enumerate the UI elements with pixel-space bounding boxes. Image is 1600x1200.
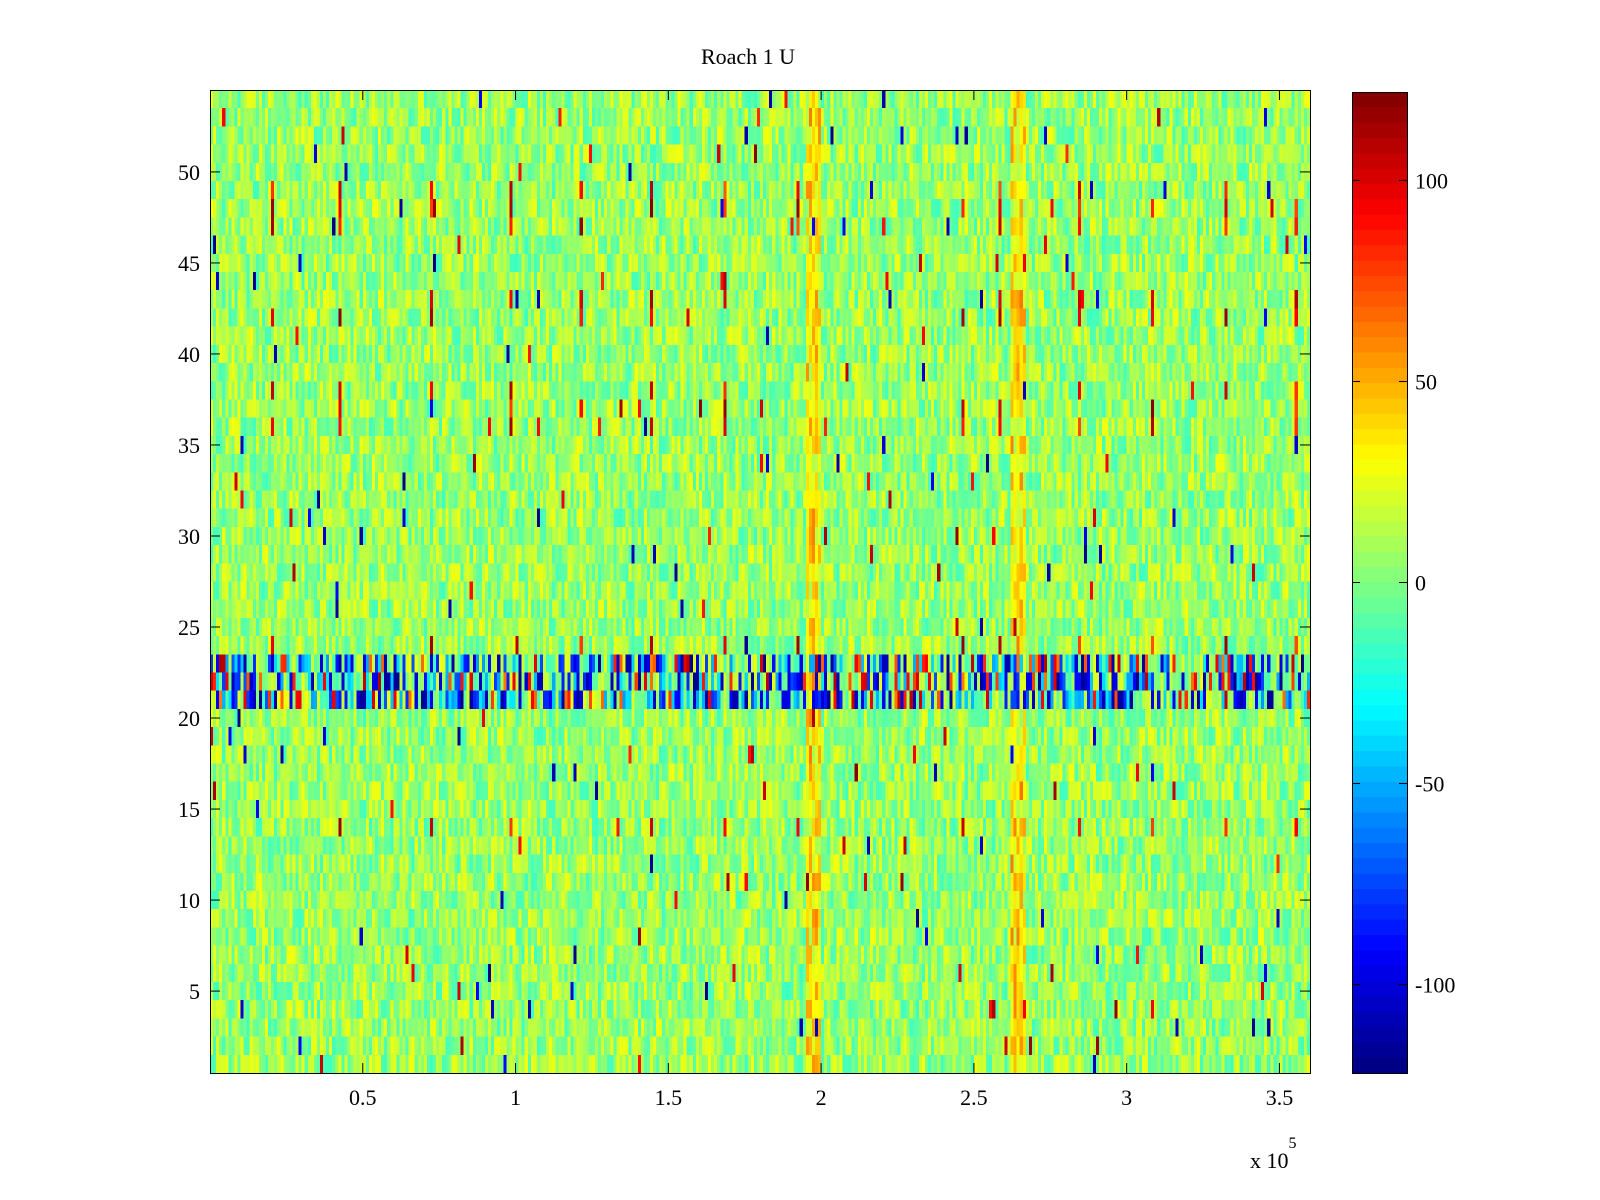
y-tick-label: 30 [178,524,200,549]
colorbar-swatch [1352,306,1407,323]
colorbar-tick-label: 100 [1415,168,1448,193]
plot-frame [210,90,1311,1074]
colorbar-swatch [1352,153,1407,170]
colorbar-swatch [1352,505,1407,522]
colorbar [1352,92,1407,1074]
colorbar-swatch [1352,827,1407,844]
colorbar-swatch [1352,260,1407,277]
colorbar-swatch [1352,168,1407,185]
colorbar-swatch [1352,413,1407,430]
colorbar-swatch [1352,919,1407,936]
colorbar-swatch [1352,352,1407,369]
x-tick-label: 2.5 [960,1085,988,1110]
heatmap-plot-area [210,90,1310,1073]
colorbar-swatch [1352,751,1407,768]
colorbar-swatch [1352,735,1407,752]
colorbar-swatch [1352,490,1407,507]
colorbar-swatch [1352,321,1407,338]
y-tick-label: 5 [189,979,200,1004]
colorbar-tick-label: -50 [1415,772,1444,797]
heatmap-image [210,90,1310,1073]
y-tick-label: 10 [178,888,200,913]
colorbar-swatch [1352,582,1407,599]
y-axis: 5 10 15 20 25 30 35 40 45 50 [178,160,1310,1004]
colorbar-swatch [1352,981,1407,997]
colorbar-swatch [1352,889,1407,905]
colorbar-swatch [1352,965,1407,982]
y-tick-label: 20 [178,706,200,731]
colorbar-swatch [1352,383,1407,400]
x-tick-label: 2 [816,1085,827,1110]
colorbar-swatch [1352,659,1407,676]
x-tick-label: 0.5 [349,1085,377,1110]
x-tick-label: 3 [1121,1085,1132,1110]
x-axis-exponent-label: x 105 [1250,1135,1297,1173]
colorbar-swatch [1352,199,1407,216]
colorbar-swatch [1352,551,1407,568]
colorbar-swatch [1352,812,1407,829]
colorbar-swatch [1352,245,1407,262]
colorbar-swatch [1352,122,1407,139]
y-tick-label: 50 [178,160,200,185]
colorbar-swatch [1352,137,1407,154]
colorbar-swatch [1352,797,1407,814]
colorbar-swatch [1352,1011,1407,1028]
colorbar-swatch [1352,521,1407,538]
colorbar-swatch [1352,643,1407,660]
colorbar-swatch [1352,781,1407,798]
colorbar-swatch [1352,950,1407,967]
y-tick-label: 15 [178,797,200,822]
colorbar-swatch [1352,429,1407,446]
colorbar-swatch [1352,567,1407,584]
colorbar-swatch [1352,628,1407,645]
colorbar-swatch [1352,597,1407,614]
colorbar-swatch [1352,689,1407,706]
colorbar-swatch [1352,705,1407,722]
y-tick-label: 35 [178,433,200,458]
colorbar-swatch [1352,996,1407,1013]
colorbar-swatch [1352,873,1407,890]
colorbar-swatch [1352,367,1407,384]
colorbar-swatch [1352,214,1407,231]
colorbar-swatch [1352,613,1407,630]
colorbar-swatch [1352,475,1407,492]
y-tick-label: 25 [178,615,200,640]
colorbar-swatch [1352,107,1407,124]
x-tick-label: 1 [510,1085,521,1110]
colorbar-axis: 100 50 0 -50 -100 [1352,168,1455,998]
colorbar-swatch [1352,536,1407,553]
colorbar-tick-label: 0 [1415,571,1426,596]
colorbar-tick-label: -100 [1415,973,1455,998]
colorbar-swatch [1352,291,1407,308]
colorbar-swatch [1352,275,1407,292]
colorbar-swatch [1352,398,1407,415]
colorbar-tick-label: 50 [1415,369,1437,394]
colorbar-swatch [1352,229,1407,246]
chart-title: Roach 1 U [701,44,795,69]
colorbar-swatch [1352,183,1407,200]
colorbar-swatch [1352,720,1407,737]
colorbar-swatch [1352,843,1407,860]
colorbar-swatch [1352,674,1407,691]
colorbar-swatch [1352,935,1407,951]
x-axis-exponent-base: x 10 [1250,1148,1289,1173]
colorbar-swatch [1352,337,1407,354]
x-axis: 0.5 1 1.5 2 2.5 3 3.5 [349,90,1293,1110]
x-tick-label: 1.5 [655,1085,683,1110]
colorbar-swatch [1352,766,1407,783]
colorbar-swatch [1352,1042,1407,1059]
colorbar-swatch [1352,92,1407,108]
colorbar-swatch [1352,444,1407,461]
colorbar-swatch [1352,858,1407,875]
colorbar-swatch [1352,459,1407,476]
colorbar-swatch [1352,1057,1407,1074]
y-tick-label: 45 [178,251,200,276]
colorbar-swatch [1352,904,1407,921]
y-tick-label: 40 [178,342,200,367]
x-tick-label: 3.5 [1266,1085,1294,1110]
x-axis-exponent-power: 5 [1289,1135,1297,1152]
colorbar-swatch [1352,1027,1407,1043]
